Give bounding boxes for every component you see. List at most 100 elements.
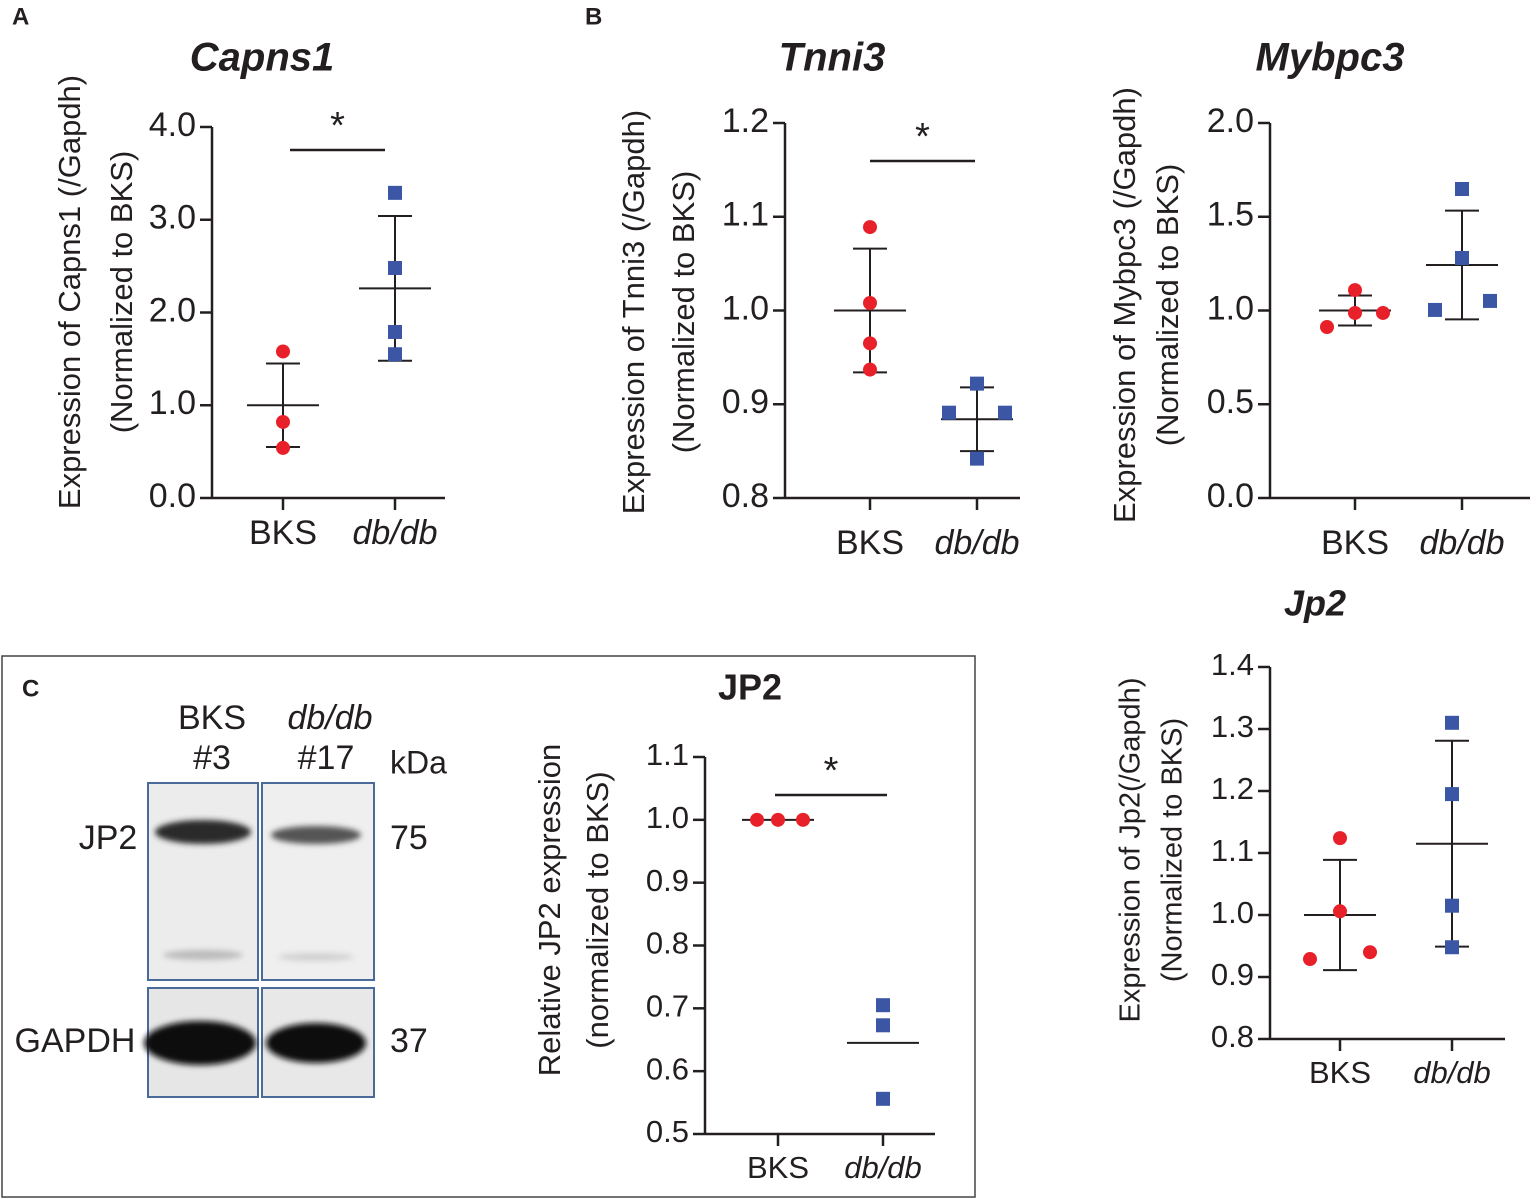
point: [1445, 787, 1459, 802]
band: [271, 826, 361, 844]
panel-label: B: [585, 3, 602, 30]
y-tick-label: 0.8: [646, 926, 689, 961]
point: [796, 812, 810, 827]
point: [1455, 182, 1469, 196]
point: [1333, 831, 1347, 846]
y-axis-label: (Normalized to BKS): [1150, 164, 1185, 447]
x-tick-label: BKS: [1321, 524, 1389, 562]
blot-lane: [261, 782, 375, 981]
chart: Jp2 Expression of Jp2(/Gapdh) (Normalized …: [1115, 583, 1505, 1090]
y-axis-label: Expression of Capns1 (/Gapdh): [52, 75, 87, 509]
y-tick-label: 0.8: [722, 477, 769, 515]
y-tick-label: 0.0: [149, 477, 196, 515]
band: [163, 950, 243, 960]
point: [1428, 302, 1442, 317]
point: [1363, 945, 1377, 960]
point: [942, 405, 956, 420]
x-tick-label: db/db: [1419, 524, 1504, 562]
y-axis-label: Expression of Tnni3 (/Gapdh): [616, 110, 651, 514]
y-tick-label: 1.5: [1207, 196, 1254, 234]
y-tick-label: 2.0: [1207, 102, 1254, 140]
chart: Capns1 Expression of Capns1 (/Gapdh) (Norm…: [52, 36, 445, 552]
point: [388, 347, 402, 362]
point: [750, 812, 764, 827]
point: [276, 440, 290, 455]
chart-title: Tnni3: [779, 36, 886, 80]
band-size: 75: [390, 819, 428, 857]
y-tick-label: 1.1: [722, 196, 769, 234]
unit: kDa: [390, 744, 447, 780]
chart-title: Jp2: [1284, 583, 1346, 624]
y-tick-label: 0.9: [722, 383, 769, 421]
y-tick-label: 1.0: [722, 289, 769, 327]
y-tick-label: 1.3: [1211, 709, 1254, 744]
chart-title: Mybpc3: [1256, 36, 1405, 80]
y-tick-label: 0.5: [646, 1114, 689, 1149]
point: [1333, 904, 1347, 919]
y-axis-label: (Normalized to BKS): [1157, 718, 1189, 982]
point: [1348, 283, 1362, 298]
point: [1320, 320, 1334, 334]
y-tick-label: 1.4: [1211, 647, 1254, 682]
point: [276, 414, 290, 429]
y-tick-label: 1.0: [646, 800, 689, 835]
lane-id: #17: [298, 739, 355, 777]
y-tick-label: 0.0: [1207, 477, 1254, 515]
y-tick-label: 1.0: [1207, 289, 1254, 327]
y-axis-label: (Normalized to BKS): [104, 151, 139, 434]
point: [1483, 293, 1497, 308]
y-axis-label: (normalized to BKS): [580, 771, 615, 1048]
point: [863, 220, 877, 235]
y-axis-label: Relative JP2 expression: [532, 744, 567, 1077]
y-tick-label: 0.6: [646, 1051, 689, 1086]
lane-name: BKS: [178, 699, 246, 737]
chart: Tnni3 Expression of Tnni3 (/Gapdh) (Normal…: [616, 36, 1020, 562]
x-tick-label: db/db: [844, 1150, 922, 1185]
band: [144, 1021, 256, 1065]
lane-name: db/db: [287, 699, 372, 737]
x-tick-label: BKS: [249, 514, 317, 552]
y-tick-label: 1.1: [1211, 833, 1254, 868]
point: [276, 344, 290, 359]
y-tick-label: 1.2: [1211, 771, 1254, 806]
y-tick-label: 1.2: [722, 102, 769, 140]
y-axis-label: (Normalized to BKS): [666, 171, 701, 454]
y-tick-label: 0.7: [646, 989, 689, 1024]
point: [970, 451, 984, 466]
point: [1376, 305, 1390, 320]
point: [388, 324, 402, 339]
point: [863, 362, 877, 377]
band: [266, 1023, 366, 1063]
blot: BKS #3 db/db #17 kDa JP2 75 GAPDH 37: [15, 699, 447, 1098]
chart-title: Capns1: [190, 36, 335, 80]
band-label: JP2: [79, 819, 138, 857]
point: [1445, 898, 1459, 913]
x-tick-label: BKS: [747, 1150, 809, 1185]
x-tick-label: db/db: [1413, 1055, 1491, 1090]
band-label: GAPDH: [15, 1022, 136, 1060]
lane-id: #3: [193, 739, 231, 777]
y-axis-label: Expression of Mybpc3 (/Gapdh): [1107, 87, 1142, 523]
y-tick-label: 0.9: [1211, 957, 1254, 992]
point: [1455, 251, 1469, 265]
point: [388, 260, 402, 275]
y-tick-label: 1.0: [149, 384, 196, 422]
chart: JP2 Relative JP2 expression (normalized to…: [532, 667, 935, 1185]
point: [1303, 952, 1317, 967]
point: [1445, 940, 1459, 955]
point: [970, 376, 984, 391]
y-tick-label: 0.5: [1207, 383, 1254, 421]
significance-label: *: [915, 116, 930, 158]
panel-label: C: [22, 675, 39, 702]
y-tick-label: 3.0: [149, 199, 196, 237]
point: [1348, 305, 1362, 320]
band: [278, 953, 354, 961]
y-tick-label: 1.0: [1211, 895, 1254, 930]
point: [863, 296, 877, 310]
point: [876, 1018, 890, 1033]
point: [388, 185, 402, 200]
y-tick-label: 2.0: [149, 291, 196, 329]
point: [1445, 715, 1459, 730]
y-tick-label: 1.1: [646, 737, 689, 772]
